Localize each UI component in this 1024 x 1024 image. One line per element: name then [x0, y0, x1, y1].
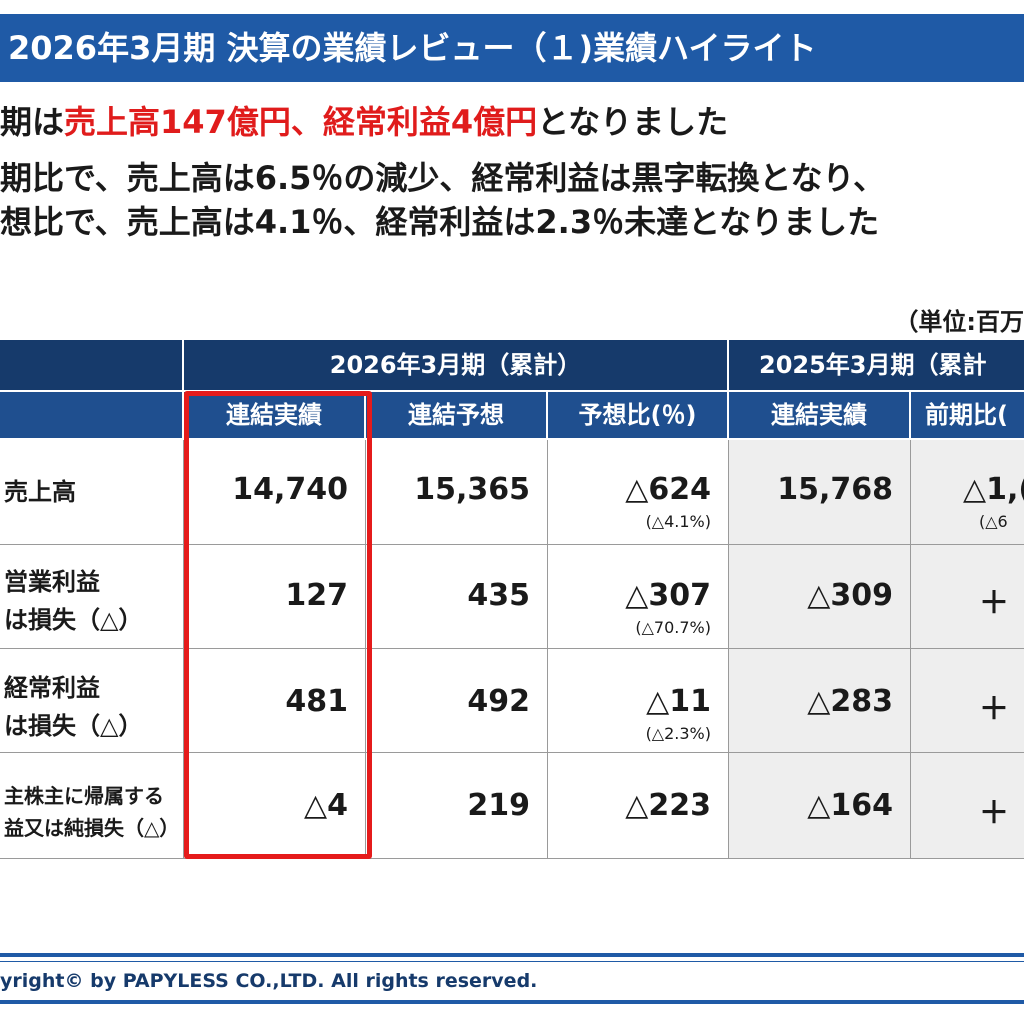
footer-rule	[0, 953, 1024, 957]
cell-sales-vs-forecast-pct: (△4.1%)	[645, 512, 711, 531]
title-bar	[0, 14, 1024, 82]
cell-operating-vs-forecast: △307	[625, 578, 711, 613]
cell-ordinary-yoy: ＋	[979, 692, 1009, 727]
cell-ordinary-vs-forecast-pct: (△2.3%)	[645, 724, 711, 743]
col-header-prev-actual: 連結実績	[729, 392, 909, 438]
unit-note: （単位:百万	[894, 308, 1024, 336]
summary-line-2: 期比で、売上高は6.5％の減少、経常利益は黒字転換となり、	[0, 159, 886, 197]
row-label-ordinary-2: は損失（△）	[4, 712, 143, 740]
row-label-sales: 売上高	[4, 478, 76, 506]
summary-line-1-prefix: 期は	[0, 103, 65, 141]
col-header-yoy: 前期比(	[911, 392, 1024, 438]
cell-net-yoy: ＋	[979, 796, 1009, 831]
cell-operating-yoy: ＋	[979, 586, 1009, 621]
row-label-net-1: 主株主に帰属する	[4, 784, 164, 808]
summary-line-1: 期は売上高147億円、経常利益4億円となりました	[0, 102, 728, 142]
row-label-operating-1: 営業利益	[4, 568, 100, 596]
summary-line-3: 想比で、売上高は4.1％、経常利益は2.3％未達となりました	[0, 203, 880, 241]
cell-sales-yoy: △1,(	[963, 472, 1024, 507]
cell-sales-forecast: 15,365	[414, 472, 530, 507]
cell-sales-actual: 14,740	[232, 472, 348, 507]
col-divider	[910, 440, 911, 858]
footer-rule-bottom	[0, 1000, 1024, 1004]
row-label-net-2: 益又は純損失（△）	[4, 816, 180, 840]
header-corner	[0, 340, 182, 390]
row-label-operating-2: は損失（△）	[4, 606, 143, 634]
row-divider	[0, 648, 1024, 649]
prev-year-bg	[729, 440, 1024, 858]
col-divider	[728, 440, 729, 858]
col-header-forecast: 連結予想	[366, 392, 546, 438]
cell-ordinary-actual: 481	[285, 684, 348, 719]
col-divider	[547, 440, 548, 858]
summary-line-1-suffix: となりました	[537, 103, 729, 141]
cell-net-vs-forecast: △223	[625, 788, 711, 823]
col-header-vs-forecast: 予想比(％)	[548, 392, 727, 438]
highlight-box	[184, 391, 372, 859]
cell-net-forecast: 219	[467, 788, 530, 823]
cell-operating-vs-forecast-pct: (△70.7%)	[635, 618, 711, 637]
group-header-2026: 2026年3月期（累計）	[184, 340, 727, 390]
cell-ordinary-forecast: 492	[467, 684, 530, 719]
row-divider	[0, 752, 1024, 753]
cell-operating-actual: 127	[285, 578, 348, 613]
row-divider	[0, 544, 1024, 545]
col-header-actual: 連結実績	[184, 392, 364, 438]
cell-operating-forecast: 435	[467, 578, 530, 613]
cell-sales-vs-forecast: △624	[625, 472, 711, 507]
row-divider	[0, 858, 1024, 859]
cell-net-actual: △4	[304, 788, 348, 823]
col-divider	[365, 440, 366, 858]
summary-line-1-highlight: 売上高147億円、経常利益4億円	[64, 103, 538, 141]
cell-ordinary-prev: △283	[807, 684, 893, 719]
page-title: 2026年3月期 決算の業績レビュー（１)業績ハイライト	[8, 29, 817, 67]
cell-sales-prev: 15,768	[777, 472, 893, 507]
cell-operating-prev: △309	[807, 578, 893, 613]
cell-sales-yoy-pct: (△6	[979, 512, 1008, 531]
header-corner-2	[0, 392, 182, 438]
row-label-ordinary-1: 経常利益	[4, 674, 100, 702]
cell-net-prev: △164	[807, 788, 893, 823]
group-header-2025: 2025年3月期（累計	[729, 340, 1024, 390]
cell-ordinary-vs-forecast: △11	[646, 684, 711, 719]
footer-rule-thin	[0, 961, 1024, 962]
copyright: yright© by PAPYLESS CO.,LTD. All rights …	[0, 970, 538, 992]
col-divider	[183, 440, 184, 858]
